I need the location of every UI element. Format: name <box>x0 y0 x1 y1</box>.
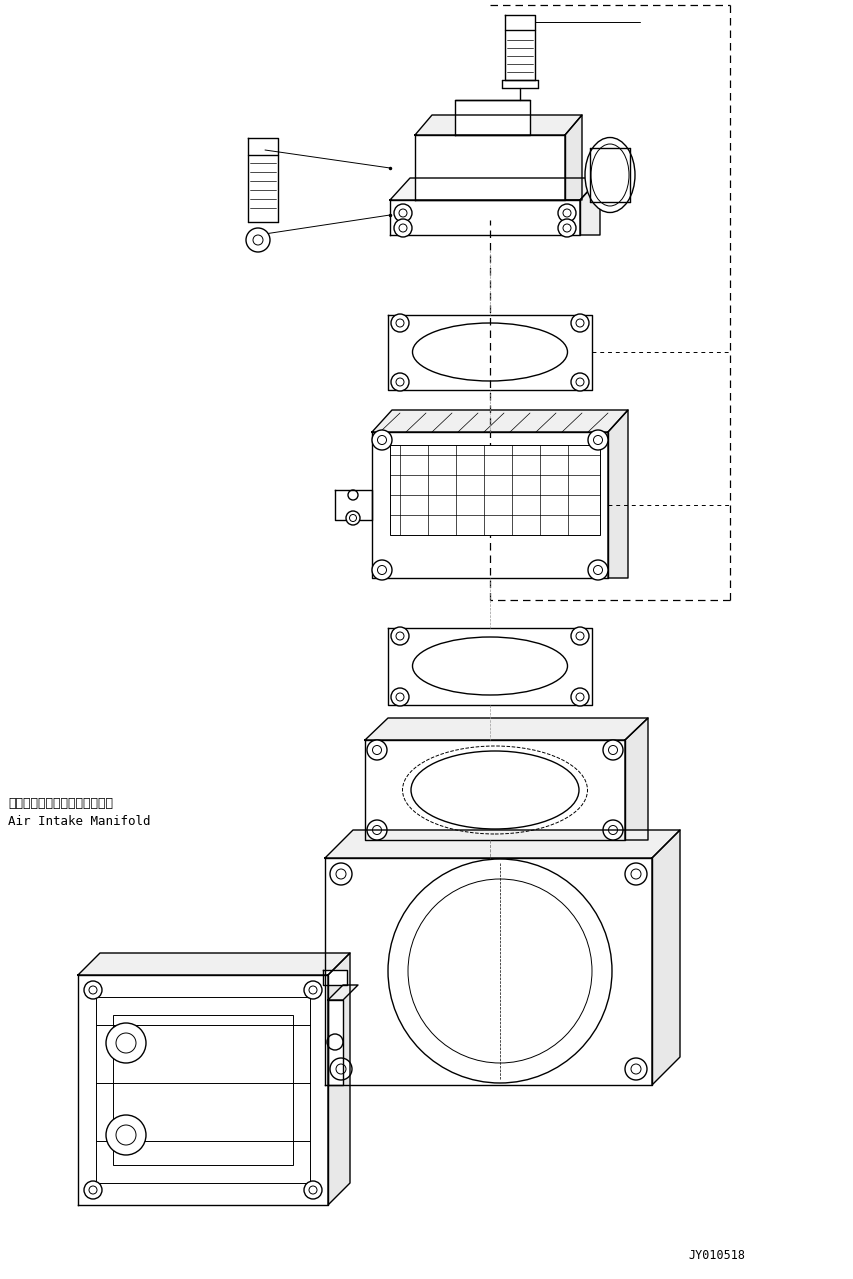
Polygon shape <box>624 718 647 840</box>
Polygon shape <box>390 200 579 235</box>
Circle shape <box>557 219 575 237</box>
Text: JY010518: JY010518 <box>688 1250 744 1262</box>
Circle shape <box>588 430 607 450</box>
Polygon shape <box>328 1000 343 1085</box>
Polygon shape <box>579 178 600 235</box>
Circle shape <box>372 560 392 579</box>
Circle shape <box>588 560 607 579</box>
Bar <box>96 998 310 1183</box>
Polygon shape <box>504 15 534 29</box>
Polygon shape <box>607 411 627 578</box>
Polygon shape <box>372 411 627 432</box>
Polygon shape <box>78 953 350 975</box>
Text: エアーインテークマニホールド: エアーインテークマニホールド <box>8 797 113 810</box>
Polygon shape <box>334 490 372 521</box>
Circle shape <box>345 512 360 524</box>
Circle shape <box>391 373 409 391</box>
Circle shape <box>602 741 623 760</box>
Circle shape <box>571 373 589 391</box>
Circle shape <box>106 1115 146 1155</box>
Circle shape <box>571 688 589 706</box>
Polygon shape <box>325 830 679 858</box>
Polygon shape <box>387 315 591 390</box>
Circle shape <box>387 859 612 1083</box>
Polygon shape <box>387 628 591 705</box>
Circle shape <box>557 203 575 223</box>
Circle shape <box>367 741 386 760</box>
Polygon shape <box>390 178 600 200</box>
Text: Air Intake Manifold: Air Intake Manifold <box>8 815 150 828</box>
Polygon shape <box>247 138 278 155</box>
Circle shape <box>602 820 623 840</box>
Circle shape <box>329 1058 351 1079</box>
Circle shape <box>393 203 411 223</box>
Circle shape <box>304 1181 322 1198</box>
Polygon shape <box>651 830 679 1085</box>
Polygon shape <box>415 115 581 136</box>
Circle shape <box>246 228 270 252</box>
Circle shape <box>624 1058 647 1079</box>
Polygon shape <box>415 136 565 200</box>
Polygon shape <box>455 100 530 136</box>
Polygon shape <box>364 718 647 741</box>
Circle shape <box>372 430 392 450</box>
Circle shape <box>393 219 411 237</box>
Polygon shape <box>372 432 607 578</box>
Circle shape <box>571 315 589 333</box>
Ellipse shape <box>584 138 635 212</box>
Bar <box>113 1016 293 1165</box>
Circle shape <box>391 315 409 333</box>
Circle shape <box>106 1023 146 1063</box>
Circle shape <box>571 627 589 645</box>
Circle shape <box>329 863 351 885</box>
Circle shape <box>624 863 647 885</box>
Circle shape <box>304 981 322 999</box>
Circle shape <box>367 820 386 840</box>
Circle shape <box>391 627 409 645</box>
Polygon shape <box>565 115 581 200</box>
Circle shape <box>84 981 102 999</box>
Polygon shape <box>325 858 651 1085</box>
Polygon shape <box>78 975 328 1205</box>
Bar <box>390 445 600 535</box>
Polygon shape <box>328 953 350 1205</box>
Circle shape <box>391 688 409 706</box>
Polygon shape <box>364 741 624 840</box>
Circle shape <box>84 1181 102 1198</box>
Polygon shape <box>322 969 346 985</box>
Polygon shape <box>328 985 357 1000</box>
